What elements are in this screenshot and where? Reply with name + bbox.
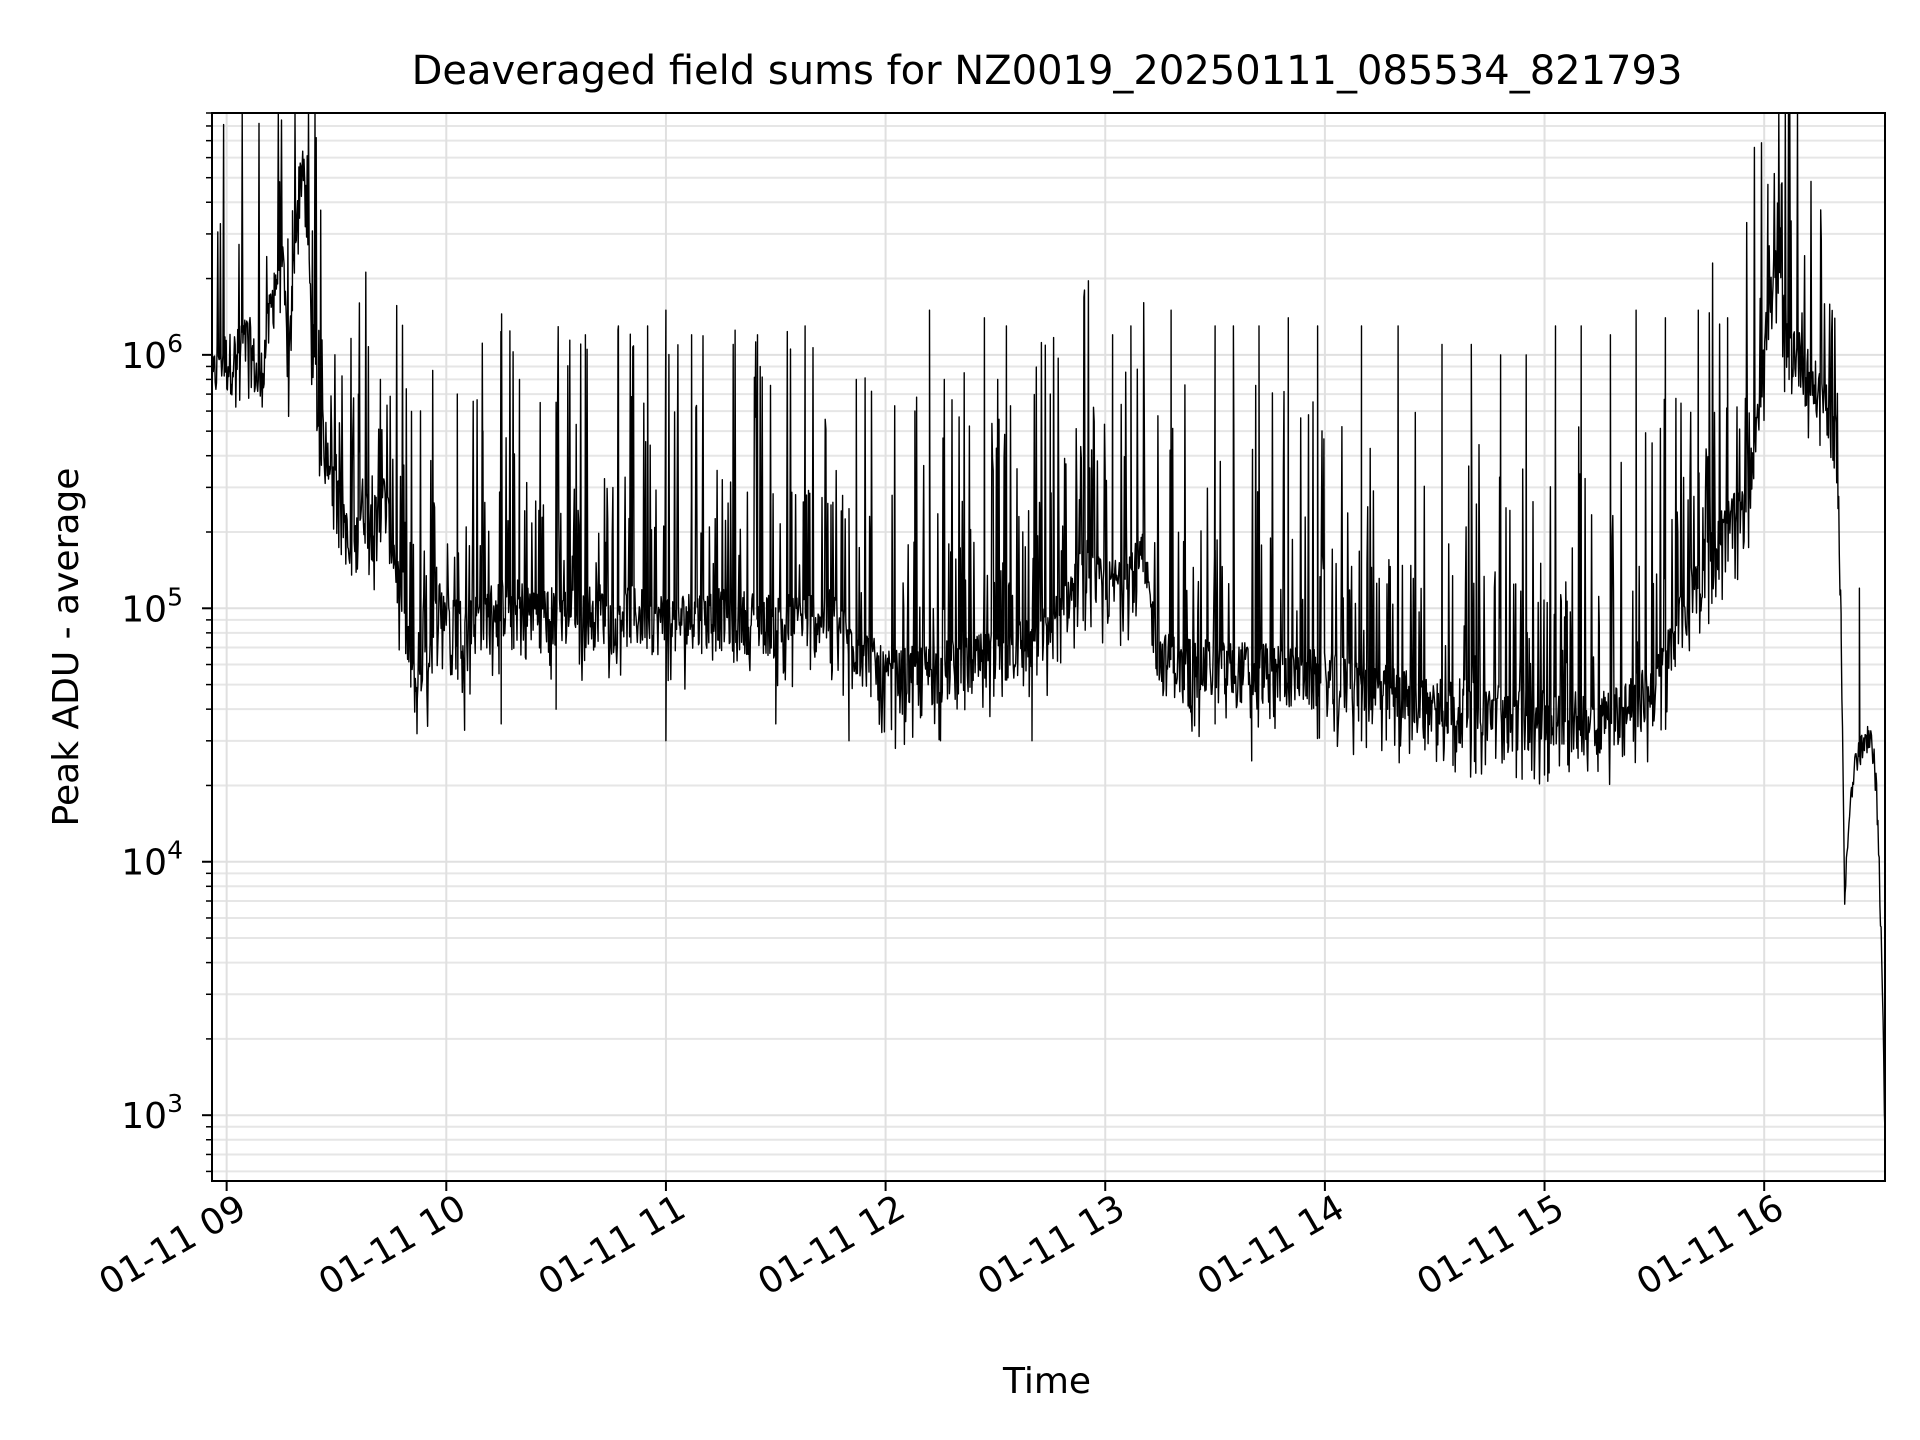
y-tick-label-base: 10 [121,1096,167,1137]
y-axis-label: Peak ADU - average [46,468,87,827]
x-tick-label: 01-11 16 [1630,1187,1791,1303]
y-tick-label-base: 10 [121,589,167,630]
y-tick-label: 104 [121,836,183,884]
x-tick-label: 01-11 11 [532,1187,693,1303]
y-tick-label-base: 10 [121,336,167,377]
data-layer [211,112,1886,1134]
series-line [211,112,1886,1134]
y-tick-label: 103 [121,1089,183,1137]
x-tick-label: 01-11 15 [1410,1187,1571,1303]
y-tick-label-exponent: 3 [167,1089,183,1118]
x-tick-label: 01-11 13 [971,1187,1132,1303]
y-tick-label-exponent: 4 [167,836,183,865]
y-tick-label-exponent: 6 [167,329,183,358]
x-tick-label: 01-11 12 [751,1187,912,1303]
x-axis: 01-11 09 01-11 10 01-11 11 01-11 12 01-11 13… [92,1181,1791,1304]
y-tick-label: 105 [121,582,183,630]
y-tick-label: 106 [121,329,183,377]
x-axis-label: Time [1002,1361,1091,1402]
x-tick-label: 01-11 10 [312,1187,473,1303]
y-tick-label-exponent: 5 [167,582,183,611]
x-tick-label: 01-11 09 [92,1187,253,1303]
grid [212,112,1885,1181]
chart-title: Deaveraged field sums for NZ0019_2025011… [412,48,1683,94]
x-tick-label: 01-11 14 [1191,1187,1352,1303]
y-tick-label-base: 10 [121,843,167,884]
